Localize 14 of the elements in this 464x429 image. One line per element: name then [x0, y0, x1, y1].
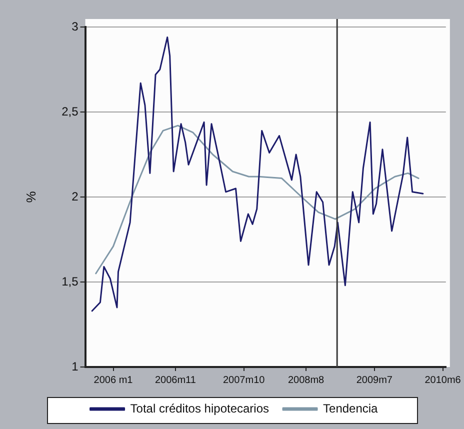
legend-label: Tendencia [323, 401, 378, 416]
y-tick-label: 1,5 [62, 274, 79, 288]
y-tick-label: 1 [72, 359, 79, 374]
y-axis-title: % [23, 190, 38, 203]
x-tick-label: 2007m10 [222, 374, 266, 386]
x-tick-label: 2009m7 [356, 374, 393, 386]
x-tick-label: 2006m11 [154, 374, 196, 386]
legend-label: Total créditos hipotecarios [130, 401, 270, 416]
y-tick-label: 3 [72, 19, 79, 34]
y-tick-label: 2 [72, 189, 79, 204]
x-tick-label: 2008m8 [288, 374, 325, 386]
y-tick-label: 2,5 [62, 104, 79, 118]
x-tick-label: 2006 m1 [94, 374, 134, 386]
x-tick-label: 2010m6 [424, 374, 462, 386]
